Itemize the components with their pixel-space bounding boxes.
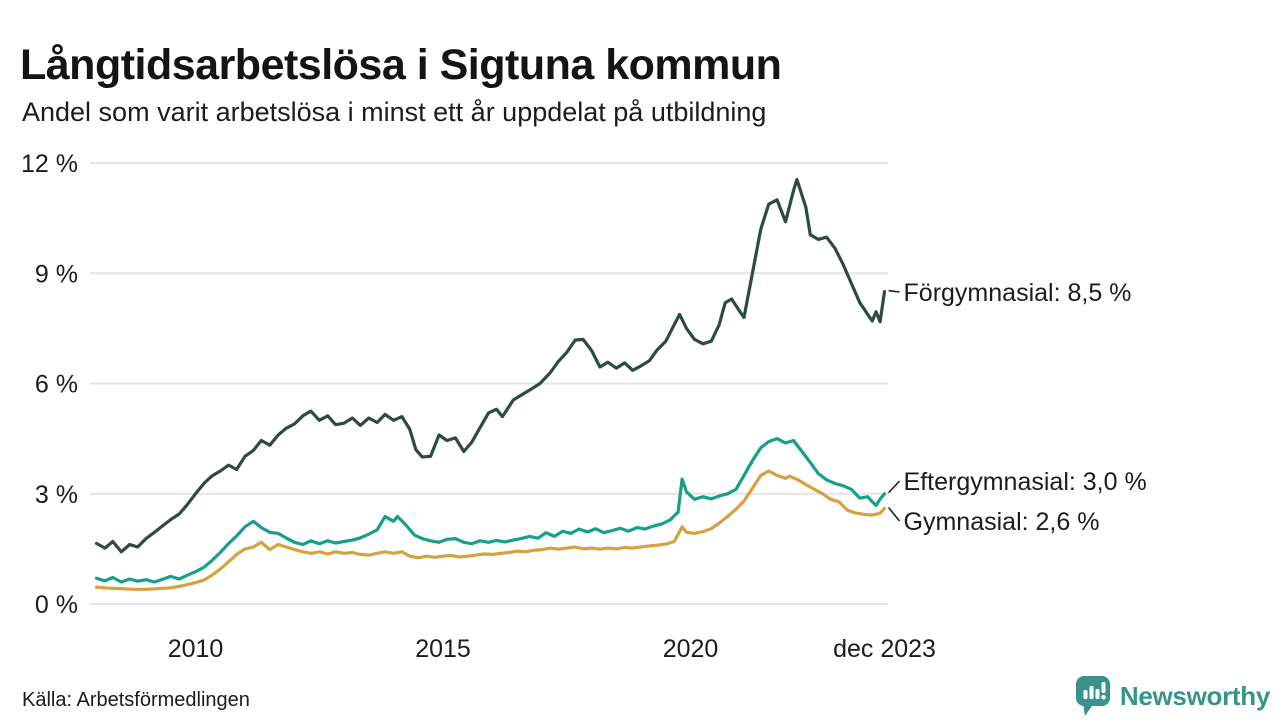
series-line-eftergymnasial [94, 437, 887, 584]
x-axis-tick-label: 2015 [415, 635, 471, 663]
series-end-label-förgymnasial: Förgymnasial: 8,5 % [904, 279, 1132, 307]
y-axis-tick-label: 0 % [35, 591, 78, 619]
x-axis-tick-label: 2010 [168, 635, 224, 663]
y-axis-tick-label: 6 % [35, 371, 78, 399]
label-connector [888, 289, 900, 293]
label-connector [887, 480, 901, 494]
series-end-label-eftergymnasial: Eftergymnasial: 3,0 % [904, 468, 1147, 496]
x-axis-tick-label: 2020 [663, 635, 719, 663]
source-note: Källa: Arbetsförmedlingen [22, 689, 250, 711]
y-axis-tick-label: 9 % [35, 260, 78, 288]
x-axis-tick-label: dec 2023 [833, 635, 936, 663]
series-line-förgymnasial [94, 177, 887, 554]
newsworthy-logo-icon [1075, 676, 1110, 716]
label-connector [887, 506, 901, 522]
page-title: Långtidsarbetslösa i Sigtuna kommun [20, 40, 782, 89]
chart-subtitle: Andel som varit arbetslösa i minst ett å… [22, 97, 767, 127]
brand-footer: Newsworthy [1075, 675, 1270, 717]
brand-name: Newsworthy [1119, 680, 1270, 711]
series-end-label-gymnasial: Gymnasial: 2,6 % [904, 508, 1100, 536]
y-axis-tick-label: 3 % [35, 481, 78, 509]
y-axis-tick-label: 12 % [21, 150, 78, 178]
series-line-gymnasial [94, 469, 887, 591]
